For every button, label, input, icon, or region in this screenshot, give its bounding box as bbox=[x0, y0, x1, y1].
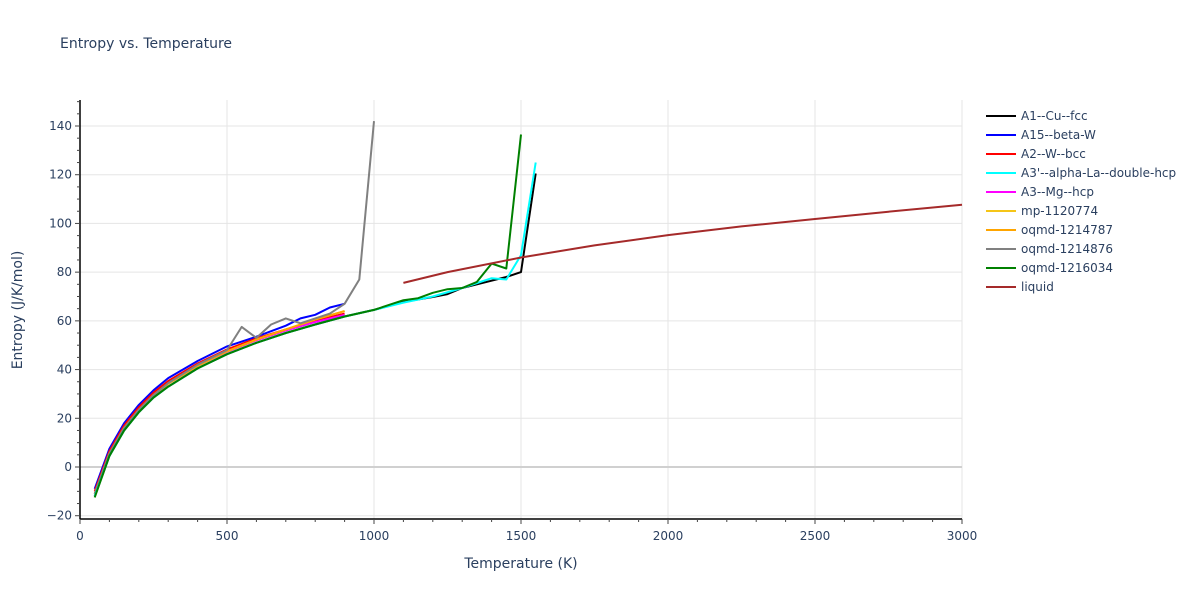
legend-item[interactable]: oqmd-1214876 bbox=[986, 239, 1176, 258]
legend-label: A3'--alpha-La--double-hcp bbox=[1021, 165, 1177, 180]
legend-line-icon bbox=[986, 152, 1016, 155]
legend-line-icon bbox=[986, 114, 1016, 117]
legend-item[interactable]: A3--Mg--hcp bbox=[986, 182, 1176, 201]
y-tick-label: 100 bbox=[49, 216, 72, 230]
gridlines bbox=[80, 100, 963, 519]
data-traces bbox=[93, 121, 963, 498]
trace-a2-w-bcc[interactable] bbox=[93, 312, 345, 492]
x-tick-label: 0 bbox=[76, 529, 84, 543]
legend: A1--Cu--fcc A15--beta-W A2--W--bcc A3'--alp… bbox=[986, 106, 1176, 296]
y-axis-title: Entropy (J/K/mol) bbox=[10, 251, 26, 370]
legend-line-icon bbox=[986, 247, 1016, 250]
legend-label: A2--W--bcc bbox=[1021, 146, 1086, 161]
x-tick-label: 2000 bbox=[653, 529, 684, 543]
legend-label: oqmd-1214876 bbox=[1021, 241, 1114, 256]
x-tick-label: 500 bbox=[216, 529, 239, 543]
legend-item[interactable]: liquid bbox=[986, 277, 1176, 296]
legend-item[interactable]: A1--Cu--fcc bbox=[986, 106, 1176, 125]
y-tick-label: 80 bbox=[57, 265, 72, 279]
x-tick-label: 1000 bbox=[359, 529, 390, 543]
legend-line-icon bbox=[986, 266, 1016, 269]
legend-line-icon bbox=[986, 190, 1016, 193]
legend-item[interactable]: A15--beta-W bbox=[986, 125, 1176, 144]
legend-line-icon bbox=[986, 228, 1016, 231]
legend-item[interactable]: A2--W--bcc bbox=[986, 144, 1176, 163]
trace-liquid[interactable] bbox=[403, 203, 963, 284]
y-tick-label: 40 bbox=[57, 363, 72, 377]
y-tick-label: 120 bbox=[49, 168, 72, 182]
legend-label: A3--Mg--hcp bbox=[1021, 184, 1094, 199]
trace-a1-cu-fcc[interactable] bbox=[93, 173, 537, 497]
legend-item[interactable]: oqmd-1216034 bbox=[986, 258, 1176, 277]
legend-label: liquid bbox=[1021, 279, 1054, 294]
x-tick-label: 3000 bbox=[947, 529, 978, 543]
legend-label: A1--Cu--fcc bbox=[1021, 108, 1088, 123]
legend-line-icon bbox=[986, 171, 1016, 174]
legend-line-icon bbox=[986, 285, 1016, 288]
trace-oqmd-1216034[interactable] bbox=[93, 134, 522, 498]
legend-label: oqmd-1216034 bbox=[1021, 260, 1114, 275]
legend-label: A15--beta-W bbox=[1021, 127, 1096, 142]
y-tick-label: 60 bbox=[57, 314, 72, 328]
legend-item[interactable]: A3'--alpha-La--double-hcp bbox=[986, 163, 1176, 182]
trace-a15-beta-w[interactable] bbox=[93, 302, 345, 490]
trace-a3-alpha-la-double-hcp[interactable] bbox=[93, 162, 537, 497]
legend-line-icon bbox=[986, 133, 1016, 136]
chart-title: Entropy vs. Temperature bbox=[60, 36, 233, 52]
legend-line-icon bbox=[986, 209, 1016, 212]
y-tick-label: 0 bbox=[64, 460, 72, 474]
x-axis-title: Temperature (K) bbox=[463, 556, 577, 572]
y-tick-label: 140 bbox=[49, 119, 72, 133]
axes: 0 500 1000 1500 2000 2500 3000 −20 0 20 40 60 80 100 1… bbox=[47, 100, 978, 543]
trace-oqmd-1214876[interactable] bbox=[93, 121, 375, 495]
y-tick-label: 20 bbox=[57, 411, 72, 425]
x-tick-label: 1500 bbox=[506, 529, 537, 543]
legend-item[interactable]: oqmd-1214787 bbox=[986, 220, 1176, 239]
legend-item[interactable]: mp-1120774 bbox=[986, 201, 1176, 220]
x-tick-label: 2500 bbox=[800, 529, 831, 543]
legend-label: oqmd-1214787 bbox=[1021, 222, 1114, 237]
legend-label: mp-1120774 bbox=[1021, 203, 1099, 218]
y-tick-label: −20 bbox=[47, 509, 72, 523]
